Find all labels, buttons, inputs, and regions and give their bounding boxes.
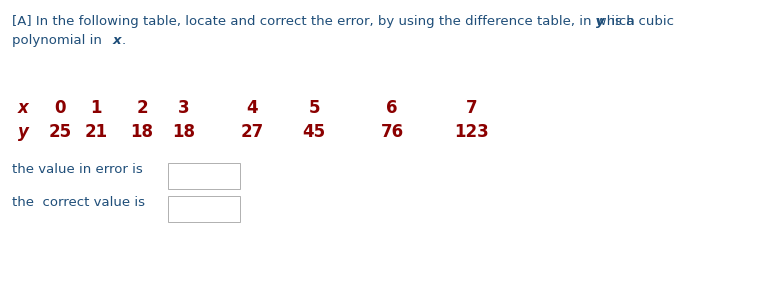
Text: 5: 5 [309, 99, 320, 117]
Text: y: y [18, 123, 29, 141]
Text: 4: 4 [246, 99, 258, 117]
Text: 18: 18 [172, 123, 196, 141]
Bar [168, 163, 240, 189]
Text: 1: 1 [90, 99, 102, 117]
Text: 6: 6 [386, 99, 398, 117]
Text: 27: 27 [240, 123, 264, 141]
Text: is a cubic: is a cubic [607, 15, 674, 28]
Text: 76: 76 [380, 123, 404, 141]
Text: [A] In the following table, locate and correct the error, by using the differenc: [A] In the following table, locate and c… [12, 15, 643, 28]
Text: polynomial in: polynomial in [12, 34, 106, 47]
Text: 21: 21 [85, 123, 107, 141]
Text: 2: 2 [136, 99, 148, 117]
Text: x: x [113, 34, 121, 47]
Text: 7: 7 [466, 99, 478, 117]
Text: 25: 25 [49, 123, 72, 141]
Text: 0: 0 [54, 99, 66, 117]
Text: y: y [596, 15, 604, 28]
Text: the value in error is: the value in error is [12, 163, 142, 176]
Text: 123: 123 [455, 123, 489, 141]
Text: 3: 3 [178, 99, 190, 117]
Text: 45: 45 [303, 123, 325, 141]
Text: 18: 18 [130, 123, 153, 141]
Text: x: x [18, 99, 29, 117]
Bar [168, 196, 240, 222]
Text: .: . [122, 34, 126, 47]
Text: the  correct value is: the correct value is [12, 196, 145, 209]
